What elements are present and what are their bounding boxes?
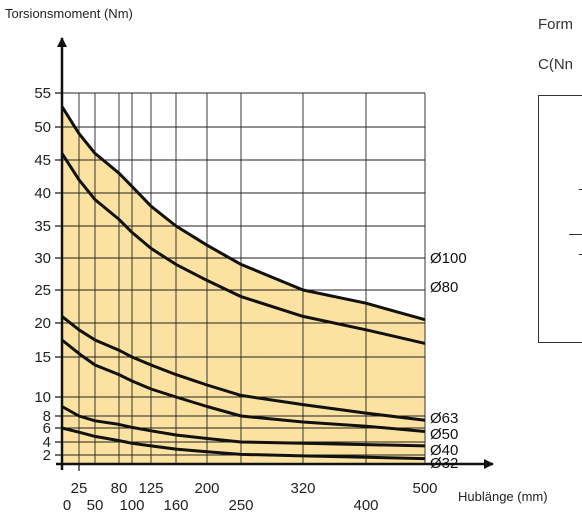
- series-line: [60, 152, 426, 345]
- side-box-tick: [579, 189, 582, 191]
- series-label: Ø32: [430, 455, 458, 472]
- x-tick-label: 400: [353, 497, 378, 514]
- x-tick-label: 200: [194, 480, 219, 497]
- y-tick-label: 45: [34, 152, 51, 169]
- series-line: [61, 405, 426, 448]
- x-tick-label: 500: [412, 480, 437, 497]
- y-tick-label: 55: [34, 85, 51, 102]
- y-tick-label: 10: [34, 389, 51, 406]
- ticks: [55, 92, 80, 471]
- y-tick-label: 8: [43, 408, 51, 425]
- y-tick-label: 4: [43, 434, 51, 451]
- series-lines: [60, 105, 426, 461]
- side-panel-line1: Form: [538, 16, 573, 33]
- side-box-tick: [579, 254, 582, 256]
- x-axis-title: Hublänge (mm): [458, 489, 548, 504]
- series-line: [61, 426, 426, 461]
- series-label: Ø100: [430, 250, 467, 267]
- series-label: Ø63: [430, 410, 458, 427]
- series-label: Ø50: [430, 426, 458, 443]
- x-tick-label: 80: [111, 480, 128, 497]
- y-tick-label: 6: [43, 420, 51, 437]
- series-line: [61, 338, 426, 433]
- y-tick-label: 2: [43, 447, 51, 464]
- x-tick-label: 160: [163, 497, 188, 514]
- x-tick-label: 25: [71, 480, 88, 497]
- y-tick-label: 50: [34, 119, 51, 136]
- y-tick-label: 15: [34, 349, 51, 366]
- side-box-tick: [569, 234, 582, 236]
- x-tick-label: 0: [63, 497, 71, 514]
- series-label: Ø40: [430, 442, 458, 459]
- y-tick-label: 30: [34, 250, 51, 267]
- x-tick-label: 100: [119, 497, 144, 514]
- series-line: [60, 105, 426, 322]
- envelope-fill: [62, 106, 425, 464]
- x-tick-label: 50: [87, 497, 104, 514]
- x-tick-label: 125: [138, 480, 163, 497]
- side-panel-line2: C(Nn: [538, 56, 574, 73]
- y-tick-label: 25: [34, 282, 51, 299]
- y-tick-label: 20: [34, 315, 51, 332]
- y-axis-title: Torsionsmoment (Nm): [5, 6, 133, 21]
- x-tick-label: 320: [290, 480, 315, 497]
- y-tick-label: 35: [34, 218, 51, 235]
- series-label: Ø80: [430, 279, 458, 296]
- side-panel-box: [538, 95, 582, 343]
- y-tick-label: 40: [34, 185, 51, 202]
- series-line: [61, 315, 426, 422]
- x-tick-label: 250: [228, 497, 253, 514]
